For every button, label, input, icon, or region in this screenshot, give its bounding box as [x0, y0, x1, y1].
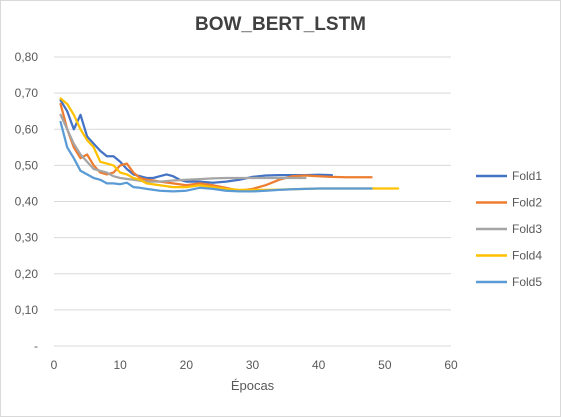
x-tick-label: 10 — [113, 358, 127, 372]
series-line-fold1 — [59, 99, 334, 184]
y-tick-label: - — [34, 339, 38, 353]
y-tick-label: 0,40 — [15, 195, 39, 209]
y-tick-label: 0,50 — [15, 158, 39, 172]
series-line-fold3 — [59, 113, 307, 183]
y-tick-label: 0,70 — [15, 86, 39, 100]
x-tick-label: 20 — [180, 358, 194, 372]
x-tick-label: 60 — [444, 358, 458, 372]
x-tick-labels: 0 10 20 30 40 50 60 — [51, 358, 458, 372]
y-tick-label: 0,20 — [15, 267, 39, 281]
y-tick-label: 0,60 — [15, 122, 39, 136]
series-line-fold2 — [59, 102, 373, 192]
series-lines — [59, 97, 400, 193]
chart-title: BOW_BERT_LSTM — [195, 14, 366, 35]
legend-label: Fold1 — [512, 169, 542, 183]
y-tick-labels: - 0,10 0,20 0,30 0,40 0,50 0,60 0,70 0,80 — [15, 50, 39, 353]
series-line-fold5 — [59, 120, 373, 193]
y-tick-label: 0,30 — [15, 231, 39, 245]
grid-lines — [54, 56, 451, 347]
x-tick-label: 0 — [51, 358, 58, 372]
legend-label: Fold2 — [512, 196, 542, 210]
legend-label: Fold5 — [512, 275, 542, 289]
legend: Fold1 Fold2 Fold3 Fold4 Fold5 — [476, 169, 542, 289]
x-tick-label: 50 — [378, 358, 392, 372]
legend-label: Fold3 — [512, 222, 542, 236]
y-tick-label: 0,80 — [15, 50, 39, 64]
x-tick-label: 30 — [246, 358, 260, 372]
legend-label: Fold4 — [512, 249, 542, 263]
x-tick-label: 40 — [312, 358, 326, 372]
x-axis-title: Épocas — [231, 378, 275, 393]
y-tick-label: 0,10 — [15, 303, 39, 317]
